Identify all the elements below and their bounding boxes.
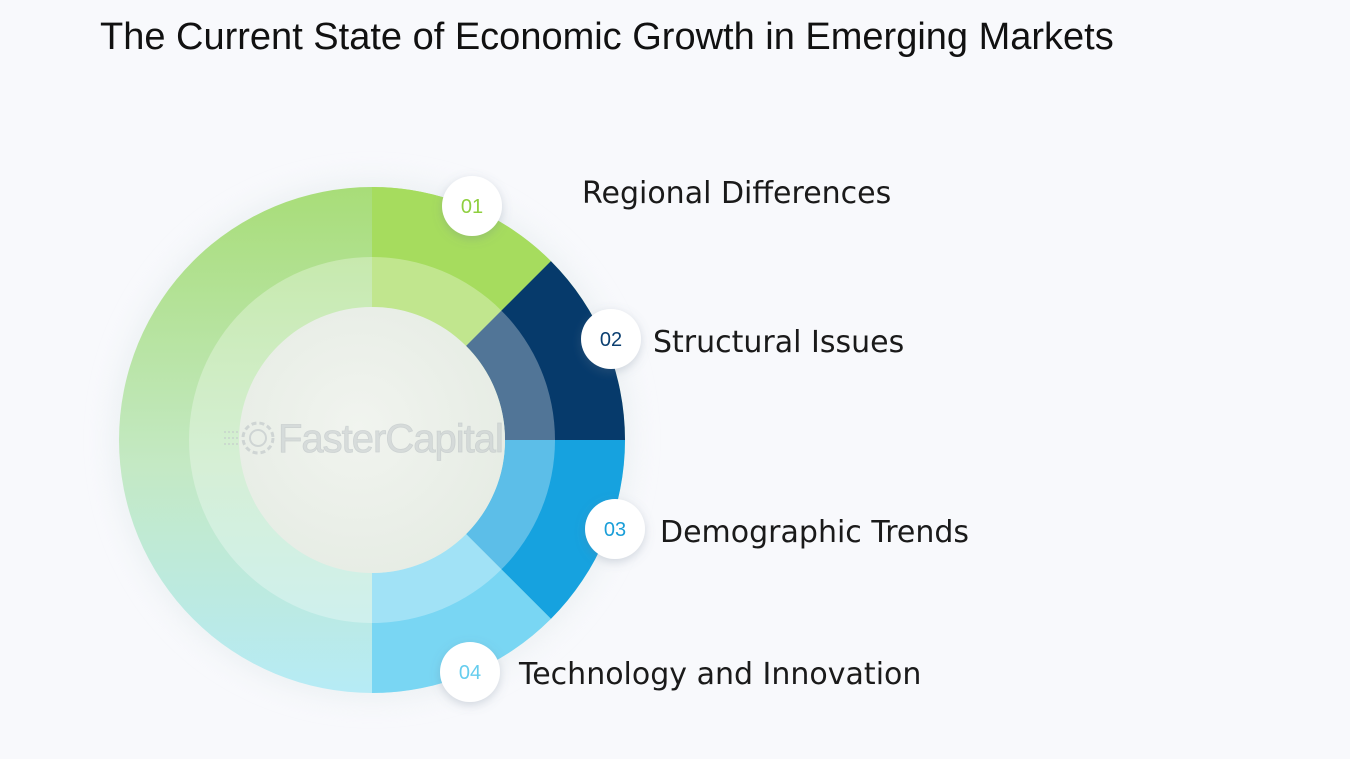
badge-01-number: 01 (461, 196, 483, 218)
badge-02 (581, 309, 641, 369)
badge-04-number: 04 (459, 662, 481, 684)
segment-01 (372, 187, 551, 346)
watermark-text: FasterCapital (278, 417, 503, 461)
segment-04 (372, 534, 551, 693)
segment-03 (466, 440, 625, 619)
badge-02-number: 02 (600, 329, 622, 351)
center-disc (239, 307, 505, 573)
item-label-demographic-trends: Demographic Trends (660, 515, 970, 550)
item-label-regional-differences: Regional Differences (582, 176, 892, 211)
segment-02 (466, 261, 625, 440)
gear-icon (224, 421, 275, 455)
item-label-technology-and-innovation: Technology and Innovation (519, 657, 922, 692)
badge-03-number: 03 (604, 519, 626, 541)
badge-04 (440, 642, 500, 702)
item-label-structural-issues: Structural Issues (653, 325, 905, 360)
watermark: FasterCapital (224, 417, 504, 461)
badge-01 (442, 176, 502, 236)
badge-03 (585, 499, 645, 559)
page-title: The Current State of Economic Growth in … (100, 16, 1114, 58)
